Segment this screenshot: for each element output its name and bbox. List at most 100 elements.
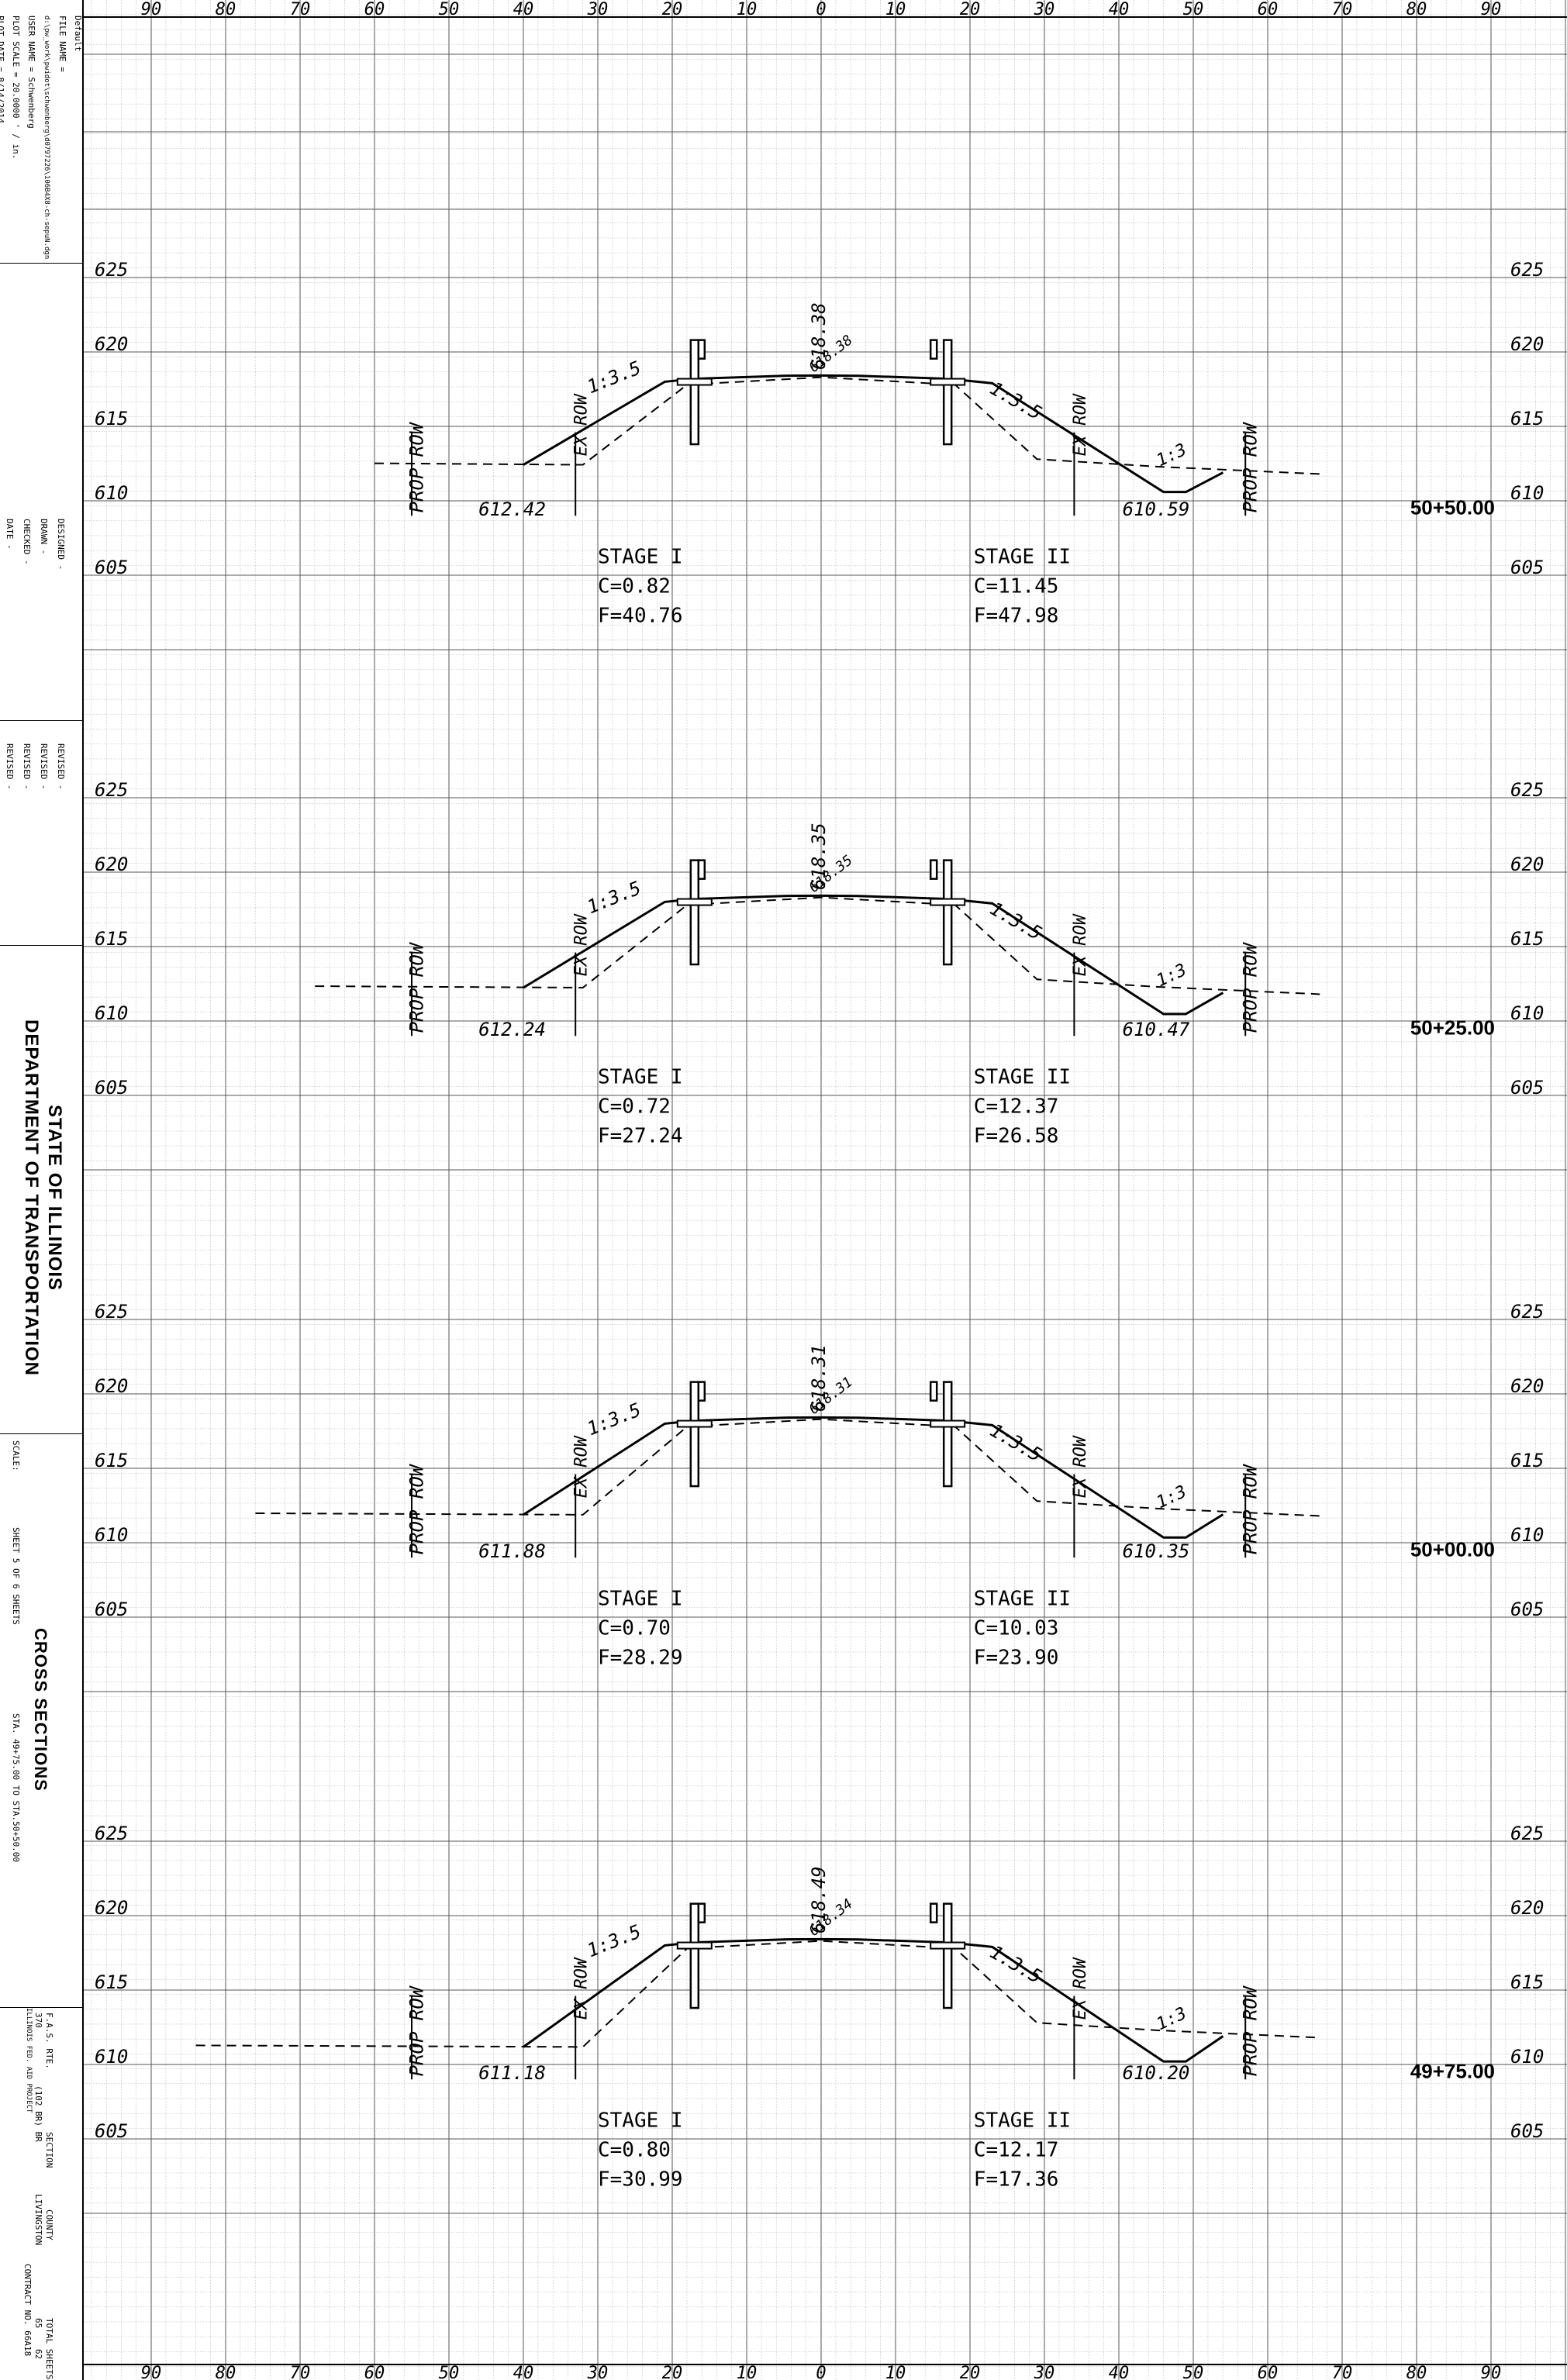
offset-label-top: 30: [587, 0, 609, 19]
elevation-label-left: 605: [95, 1599, 128, 1620]
elevation-label-right: 610: [1510, 1002, 1544, 1024]
file-name-label: FILE NAME =: [57, 16, 67, 72]
stage-1-name: STAGE I: [598, 2109, 683, 2133]
agency-department: DEPARTMENT OF TRANSPORTATION: [21, 1019, 42, 1376]
stage-1-cut: C=0.72: [598, 1095, 671, 1119]
elevation-label-left: 620: [95, 1897, 128, 1919]
stage-2-fill: F=17.36: [974, 2168, 1059, 2192]
prop-row-label-right: PROP ROW: [1240, 421, 1262, 512]
right-toe-elevation: 610.35: [1123, 1540, 1190, 1562]
barrier-post: [942, 339, 953, 446]
elevation-label-left: 625: [95, 779, 128, 801]
cross-section-50+50.00: 625 625 620 620 615 615 610 610 605 605 PROP ROW PR…: [95, 259, 1544, 628]
elevation-label-right: 625: [1510, 259, 1544, 281]
barrier-post: [942, 1381, 953, 1488]
offset-label-bottom: 60: [364, 2364, 385, 2380]
elevation-label-right: 615: [1510, 1971, 1544, 1993]
fas-rte-value: 370: [33, 2013, 43, 2028]
barrier-cap: [697, 1902, 706, 1923]
offset-label-bottom: 70: [1332, 2364, 1353, 2380]
left-toe-elevation: 611.88: [478, 1540, 546, 1562]
offset-label-bottom: 30: [1034, 2364, 1055, 2380]
station-label: 50+50.00: [1410, 495, 1495, 519]
elevation-label-right: 620: [1510, 854, 1544, 875]
station-label: 49+75.00: [1410, 2059, 1495, 2082]
offset-label-bottom: 0: [816, 2364, 826, 2380]
left-toe-elevation: 612.24: [478, 1019, 546, 1040]
county-label: COUNTY: [44, 2209, 54, 2240]
elevation-label-left: 615: [95, 1971, 128, 1993]
sheet-title-text: SCALE: CROSS SECTIONS SHEET 5 OF 6 SHEET…: [11, 1434, 50, 2007]
offset-label-bottom: 20: [662, 2364, 683, 2380]
barrier-cap: [929, 339, 938, 360]
existing-ground-line: [255, 1418, 1320, 1517]
elevation-label-right: 620: [1510, 1897, 1544, 1919]
plot-scale: PLOT SCALE = 20.0000 ' / in.: [11, 16, 21, 160]
offset-label-bottom: 10: [885, 2364, 906, 2380]
designer-text: DESIGNED - DRAWN - CHECKED - DATE -: [1, 519, 69, 720]
elevation-label-right: 610: [1510, 1524, 1544, 1546]
county-value: LIVINGSTON: [33, 2194, 43, 2246]
elevation-label-left: 620: [95, 333, 128, 355]
elevation-label-right: 605: [1510, 557, 1544, 578]
designed-field: DESIGNED -: [56, 519, 66, 571]
revisions-text: REVISED - REVISED - REVISED - REVISED -: [1, 743, 69, 945]
offset-label-top: 70: [1332, 0, 1353, 19]
offset-label-top: 10: [737, 0, 758, 19]
offset-label-bottom: 90: [141, 2364, 162, 2380]
prop-row-label-left: PROP ROW: [406, 1985, 427, 2076]
barrier-cap: [697, 339, 706, 360]
barrier-footing: [676, 1941, 713, 1950]
section-value: (102 BR) BR: [33, 2085, 43, 2142]
barrier-cap: [929, 1381, 938, 1402]
prop-row-label-left: PROP ROW: [406, 1463, 427, 1554]
prop-row-label-left: PROP ROW: [406, 421, 427, 512]
offset-label-bottom: 70: [290, 2364, 311, 2380]
axis-layer: 90 90 80 80 70 70 60 60 50 50 40 40 30 30 20 20 10 10 0 0 10…: [82, 0, 1567, 2380]
stage-1-cut: C=0.82: [598, 575, 671, 598]
stage-1-cut: C=0.70: [598, 1617, 671, 1640]
revised-field-3: REVISED -: [22, 743, 32, 790]
offset-label-bottom: 90: [1481, 2364, 1502, 2380]
barrier-footing: [676, 1419, 713, 1428]
offset-label-top: 80: [1407, 0, 1427, 19]
contract-number: CONTRACT NO. 66A18: [22, 2264, 33, 2357]
stage-2-fill: F=47.98: [974, 605, 1059, 628]
stage-2-fill: F=23.90: [974, 1647, 1059, 1670]
stage-1-name: STAGE I: [598, 546, 683, 569]
agency-state: STATE OF ILLINOIS: [44, 1104, 65, 1292]
prop-row-label-right: PROP ROW: [1240, 1985, 1262, 2076]
section-label: SECTION: [44, 2132, 54, 2168]
barrier-post: [689, 339, 700, 446]
barrier-cap: [929, 859, 938, 880]
elevation-label-right: 605: [1510, 1599, 1544, 1620]
revised-field-2: REVISED -: [39, 743, 49, 790]
fas-rte-label: F.A.S. RTE.: [44, 2013, 54, 2069]
stage-2-cut: C=12.37: [974, 1095, 1059, 1119]
elevation-label-left: 610: [95, 482, 128, 504]
ex-row-label-right: EX ROW: [1071, 913, 1090, 976]
ex-row-label-left: EX ROW: [572, 393, 592, 456]
barrier-footing: [930, 1941, 966, 1950]
agency-text: STATE OF ILLINOIS DEPARTMENT OF TRANSPOR…: [19, 954, 66, 1433]
centerline-elevation: 618.35: [808, 823, 830, 890]
drawing-title: CROSS SECTIONS: [31, 1628, 50, 1792]
stage-1-fill: F=28.29: [598, 1647, 683, 1670]
elevation-label-right: 620: [1510, 333, 1544, 355]
elevation-label-left: 615: [95, 928, 128, 950]
major-grid: [82, 0, 1567, 2380]
barrier-cap: [929, 1902, 938, 1923]
offset-label-top: 90: [1481, 0, 1502, 19]
elevation-label-right: 625: [1510, 1823, 1544, 1844]
stage-2-name: STAGE II: [974, 546, 1071, 569]
centerline-elevation: 618.38: [808, 302, 830, 370]
project-text: F.A.S. RTE. 370 SECTION (102 BR) BR COUN…: [22, 2008, 54, 2380]
agency-cell: STATE OF ILLINOIS DEPARTMENT OF TRANSPOR…: [0, 946, 82, 1434]
left-toe-elevation: 611.18: [478, 2062, 546, 2084]
offset-label-top: 50: [439, 0, 460, 19]
revised-field-4: REVISED -: [5, 743, 15, 790]
offset-label-bottom: 50: [1183, 2364, 1204, 2380]
elevation-label-right: 605: [1510, 1077, 1544, 1099]
elevation-label-left: 620: [95, 1375, 128, 1397]
barrier-footing: [930, 378, 966, 386]
